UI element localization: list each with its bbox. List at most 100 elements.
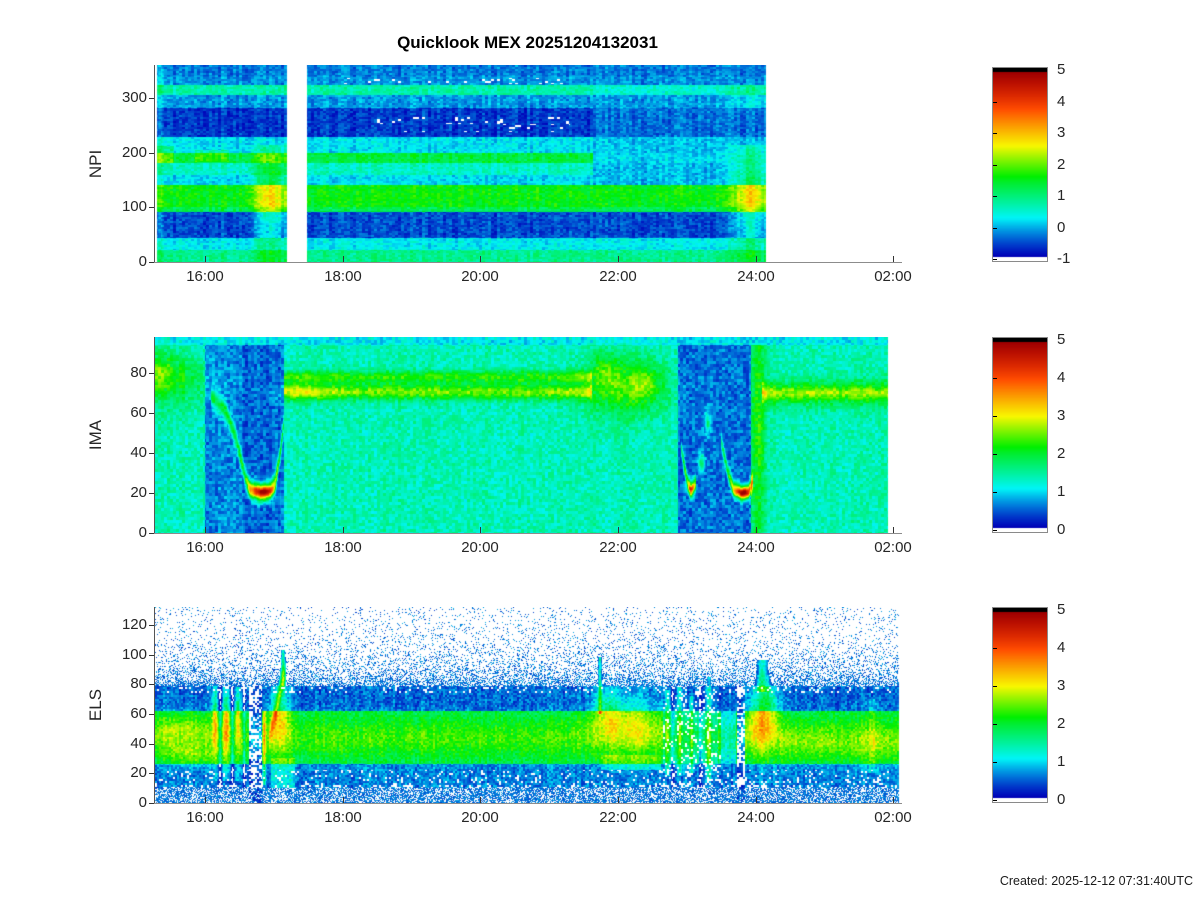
colorbar-tick-label: -1 bbox=[1057, 250, 1071, 267]
x-tick-label: 22:00 bbox=[599, 268, 637, 285]
colorbar-tick-label: 2 bbox=[1057, 156, 1066, 173]
y-tick-label: 120 bbox=[121, 616, 147, 633]
x-tick-label: 24:00 bbox=[737, 268, 775, 285]
y-tick bbox=[149, 207, 154, 208]
y-tick bbox=[149, 413, 154, 414]
x-tick-label: 20:00 bbox=[461, 268, 499, 285]
x-tick bbox=[205, 797, 206, 803]
x-tick bbox=[205, 256, 206, 262]
y-tick bbox=[149, 773, 154, 774]
x-tick bbox=[893, 527, 894, 533]
y-tick bbox=[149, 655, 154, 656]
colorbar-tick bbox=[993, 454, 997, 455]
y-tick bbox=[149, 453, 154, 454]
x-tick bbox=[756, 797, 757, 803]
created-timestamp: Created: 2025-12-12 07:31:40UTC bbox=[999, 874, 1193, 888]
x-axis-line bbox=[154, 803, 902, 804]
x-tick-label: 24:00 bbox=[737, 539, 775, 556]
x-tick-label: 16:00 bbox=[186, 809, 224, 826]
x-tick-label: 18:00 bbox=[324, 539, 362, 556]
colorbar-tick-label: 5 bbox=[1057, 61, 1066, 78]
y-tick bbox=[149, 744, 154, 745]
y-tick bbox=[149, 262, 154, 263]
y-tick bbox=[149, 714, 154, 715]
y-tick-label: 80 bbox=[130, 364, 147, 381]
colorbar-tick-label: 3 bbox=[1057, 407, 1066, 424]
colorbar-tick bbox=[993, 648, 997, 649]
colorbar-tick-label: 0 bbox=[1057, 521, 1066, 538]
y-tick bbox=[149, 493, 154, 494]
x-tick-label: 16:00 bbox=[186, 539, 224, 556]
colorbar-tick bbox=[993, 686, 997, 687]
x-tick bbox=[480, 527, 481, 533]
x-tick-label: 22:00 bbox=[599, 809, 637, 826]
x-axis-line bbox=[154, 533, 902, 534]
y-tick bbox=[149, 803, 154, 804]
x-tick bbox=[343, 797, 344, 803]
colorbar-tick-label: 2 bbox=[1057, 445, 1066, 462]
colorbar-tick-label: 4 bbox=[1057, 639, 1066, 656]
y-tick-label: 100 bbox=[121, 198, 147, 215]
x-tick-label: 20:00 bbox=[461, 539, 499, 556]
x-tick-label: 18:00 bbox=[324, 268, 362, 285]
colorbar-tick bbox=[993, 378, 997, 379]
y-tick-label: 0 bbox=[138, 794, 147, 811]
y-axis-line bbox=[154, 337, 155, 534]
y-tick bbox=[149, 98, 154, 99]
colorbar-tick bbox=[993, 70, 997, 71]
colorbar-tick bbox=[993, 133, 997, 134]
y-tick-label: 40 bbox=[130, 735, 147, 752]
y-tick-label: 200 bbox=[121, 144, 147, 161]
colorbar-tick-label: 2 bbox=[1057, 715, 1066, 732]
y-tick-label: 20 bbox=[130, 764, 147, 781]
colorbar-tick-label: 4 bbox=[1057, 93, 1066, 110]
colorbar-gradient-npi bbox=[993, 68, 1047, 261]
y-axis-line bbox=[154, 607, 155, 804]
colorbar-tick-label: 5 bbox=[1057, 331, 1066, 348]
x-tick bbox=[618, 797, 619, 803]
x-tick bbox=[343, 527, 344, 533]
colorbar-tick-label: 1 bbox=[1057, 753, 1066, 770]
colorbar-tick bbox=[993, 800, 997, 801]
x-tick-label: 18:00 bbox=[324, 809, 362, 826]
colorbar-tick bbox=[993, 610, 997, 611]
x-tick bbox=[893, 797, 894, 803]
y-tick-label: 40 bbox=[130, 444, 147, 461]
colorbar-tick bbox=[993, 228, 997, 229]
y-tick bbox=[149, 533, 154, 534]
colorbar-tick bbox=[993, 762, 997, 763]
colorbar-tick bbox=[993, 416, 997, 417]
colorbar-tick bbox=[993, 340, 997, 341]
y-tick-label: 0 bbox=[138, 253, 147, 270]
colorbar-tick-label: 0 bbox=[1057, 791, 1066, 808]
y-tick-label: 300 bbox=[121, 89, 147, 106]
x-tick bbox=[205, 527, 206, 533]
y-axis-line bbox=[154, 65, 155, 263]
x-axis-line bbox=[154, 262, 902, 263]
colorbar-tick bbox=[993, 196, 997, 197]
y-tick bbox=[149, 153, 154, 154]
y-tick-label: 80 bbox=[130, 675, 147, 692]
ima-spectrogram bbox=[155, 337, 900, 533]
x-tick bbox=[618, 527, 619, 533]
colorbar-gradient-ima bbox=[993, 338, 1047, 532]
x-tick-label: 02:00 bbox=[874, 809, 912, 826]
y-tick bbox=[149, 373, 154, 374]
y-tick-label: 0 bbox=[138, 524, 147, 541]
colorbar-tick-label: 1 bbox=[1057, 483, 1066, 500]
npi-ylabel: NPI bbox=[86, 149, 105, 178]
colorbar-tick bbox=[993, 724, 997, 725]
x-tick-label: 22:00 bbox=[599, 539, 637, 556]
colorbar-tick-label: 5 bbox=[1057, 601, 1066, 618]
colorbar-tick-label: 0 bbox=[1057, 219, 1066, 236]
els-spectrogram bbox=[155, 607, 900, 803]
x-tick bbox=[480, 256, 481, 262]
colorbar-tick bbox=[993, 102, 997, 103]
colorbar-tick bbox=[993, 530, 997, 531]
x-tick bbox=[618, 256, 619, 262]
colorbar-tick-label: 1 bbox=[1057, 187, 1066, 204]
x-tick-label: 02:00 bbox=[874, 539, 912, 556]
x-tick-label: 02:00 bbox=[874, 268, 912, 285]
x-tick bbox=[893, 256, 894, 262]
